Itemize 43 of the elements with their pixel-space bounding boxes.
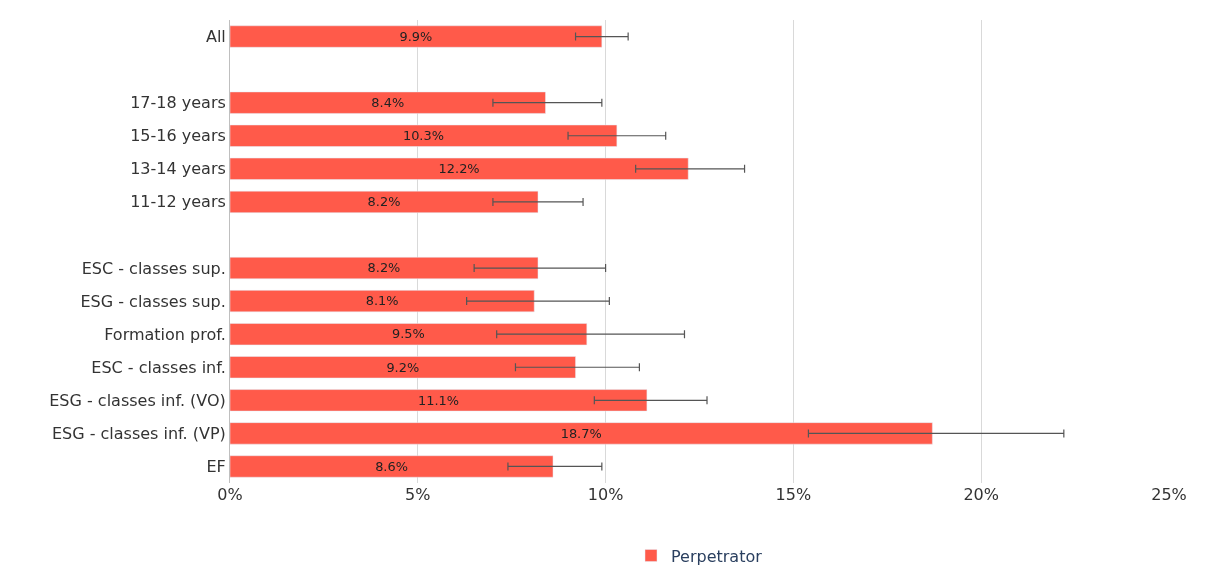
bar: [230, 389, 648, 412]
bar: [230, 422, 933, 445]
data-label: 9.2%: [386, 359, 420, 375]
y-tick-label: ESC - classes inf.: [91, 357, 226, 377]
data-label: 8.1%: [365, 293, 399, 309]
bar: [230, 157, 689, 180]
y-tick-label: All: [205, 27, 226, 47]
data-label: 9.5%: [392, 326, 425, 342]
x-tick-label: 15%: [775, 485, 812, 504]
y-tick-label: Formation prof.: [104, 324, 226, 344]
x-tick-label: 0%: [217, 485, 243, 504]
x-tick-label: 25%: [1151, 485, 1187, 504]
legend-label: Perpetrator: [671, 546, 763, 566]
y-tick-label: ESG - classes inf. (VO): [49, 390, 226, 410]
y-tick-label: ESG - classes inf. (VP): [51, 423, 226, 443]
x-tick-label: 5%: [405, 485, 431, 504]
bar: [230, 25, 603, 48]
bar: [230, 91, 546, 114]
bar: [230, 124, 618, 147]
data-label: 11.1%: [417, 392, 459, 408]
y-tick-label: 15-16 years: [130, 126, 226, 146]
data-label: 8.4%: [371, 94, 405, 110]
bar: [230, 356, 576, 379]
data-label: 8.2%: [367, 194, 401, 210]
bar: [230, 290, 535, 313]
bar: [230, 257, 539, 280]
data-label: 12.2%: [438, 161, 480, 177]
x-tick-label: 20%: [963, 485, 999, 504]
data-label: 18.7%: [560, 425, 602, 441]
data-label: 8.6%: [375, 458, 408, 474]
y-tick-label: ESG - classes sup.: [80, 291, 226, 311]
bar: [230, 455, 554, 478]
y-tick-label: 11-12 years: [130, 192, 226, 212]
y-tick-label: ESC - classes sup.: [81, 258, 226, 278]
y-tick-label: EF: [206, 457, 226, 477]
data-label: 8.2%: [367, 260, 401, 276]
y-tick-label: 13-14 years: [130, 159, 226, 179]
y-tick-label: 17-18 years: [130, 93, 226, 113]
bar: [230, 323, 588, 346]
x-tick-label: 10%: [587, 485, 624, 504]
data-label: 10.3%: [402, 128, 444, 144]
bar: [230, 190, 539, 213]
data-label: 9.9%: [399, 28, 433, 44]
